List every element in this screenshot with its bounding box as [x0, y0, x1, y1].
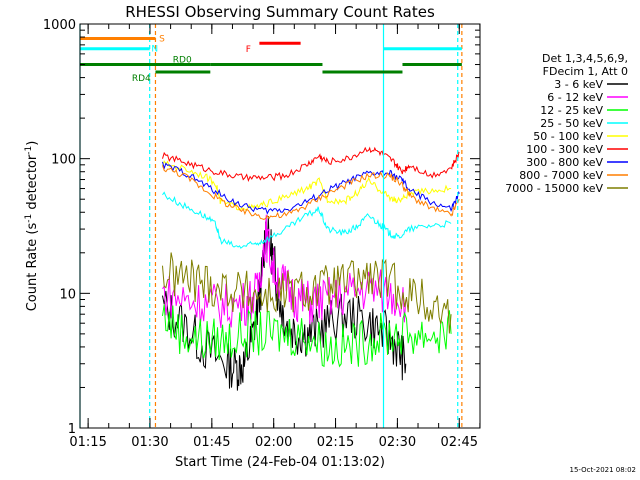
legend-header: FDecim 1, Att 0	[543, 65, 628, 78]
axis-ticks-layer: 1 10 100 1000 01:15 01:30 01:45 02:00 02:15 02:30…	[43, 18, 481, 450]
x-tick-label: 01:30	[131, 435, 168, 450]
flag-label: RD0	[173, 56, 192, 66]
series-line	[162, 252, 452, 334]
y-tick-label: 1	[68, 422, 76, 437]
flag-label: S	[159, 35, 165, 45]
series-line	[162, 215, 407, 391]
y-axis-label-part: detector	[25, 154, 40, 214]
series-line	[162, 146, 460, 182]
y-tick-label: 1000	[43, 18, 76, 33]
y-tick-label: 100	[51, 153, 76, 168]
series-line	[162, 161, 460, 215]
chart-title: RHESSI Observing Summary Count Rates	[125, 3, 435, 21]
series-layer	[162, 146, 460, 391]
series-line	[162, 304, 452, 368]
x-tick-label: 02:45	[441, 435, 478, 450]
y-axis-label-exponent: -1	[24, 146, 34, 155]
x-tick-label: 01:15	[69, 435, 106, 450]
series-line	[162, 160, 452, 212]
legend-entry-label: 7000 - 15000 keV	[505, 182, 603, 195]
flag-label: RD4	[132, 74, 151, 84]
flag-label: F	[246, 45, 251, 55]
flag-lines-layer: SN RD0 RD4 F	[79, 24, 463, 428]
legend-entry-label: 3 - 6 keV	[554, 78, 603, 91]
flag-label: N	[151, 45, 158, 55]
timestamp: 15-Oct-2021 08:02	[570, 466, 636, 474]
legend-entry-label: 6 - 12 keV	[547, 91, 603, 104]
legend-entry-label: 12 - 25 keV	[540, 104, 603, 117]
y-axis-label-part: Count Rate (s	[25, 223, 40, 312]
x-tick-label: 02:30	[379, 435, 416, 450]
series-line	[162, 191, 452, 249]
x-tick-label: 02:00	[255, 435, 292, 450]
legend-entry-label: 800 - 7000 keV	[519, 169, 603, 182]
legend-entry-label: 50 - 100 keV	[533, 130, 603, 143]
legend-entry-label: 100 - 300 keV	[526, 143, 603, 156]
x-tick-label: 02:15	[317, 435, 354, 450]
y-axis-label-exponent: -1	[24, 214, 34, 223]
y-axis-label: Count Rate (s-1 detector-1)	[24, 141, 40, 312]
legend-entry-label: 300 - 800 keV	[526, 156, 603, 169]
plot-frame	[79, 23, 481, 429]
legend-entry-label: 25 - 50 keV	[540, 117, 603, 130]
x-tick-label: 01:45	[193, 435, 230, 450]
y-tick-label: 10	[59, 287, 76, 302]
y-axis-label-part: )	[25, 141, 40, 146]
x-axis-label: Start Time (24-Feb-04 01:13:02)	[175, 455, 385, 470]
legend-header: Det 1,3,4,5,6,9,	[542, 52, 628, 65]
legend: Det 1,3,4,5,6,9,FDecim 1, Att 03 - 6 keV…	[505, 52, 628, 195]
series-line	[162, 165, 460, 220]
